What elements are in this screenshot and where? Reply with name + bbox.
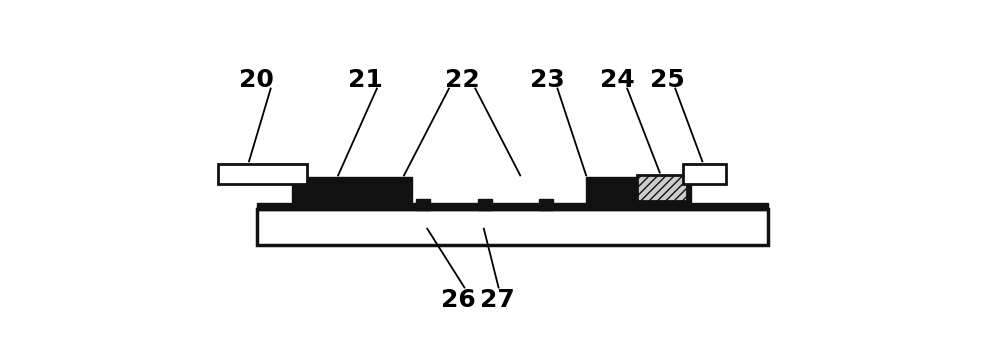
Text: 23: 23	[530, 68, 565, 92]
Text: 21: 21	[348, 68, 383, 92]
Text: 20: 20	[239, 68, 274, 92]
Bar	[539, 199, 553, 210]
Text: 25: 25	[650, 68, 685, 92]
Text: 26: 26	[441, 288, 476, 312]
Bar	[586, 177, 691, 203]
Bar	[257, 209, 768, 245]
Bar	[257, 203, 768, 210]
Bar	[683, 164, 726, 184]
Text: 22: 22	[445, 68, 480, 92]
Bar	[416, 199, 430, 210]
Bar	[478, 199, 492, 210]
Text: 27: 27	[480, 288, 514, 312]
Bar	[218, 164, 307, 184]
Text: 24: 24	[600, 68, 635, 92]
Bar	[292, 177, 412, 203]
Bar	[637, 175, 687, 201]
